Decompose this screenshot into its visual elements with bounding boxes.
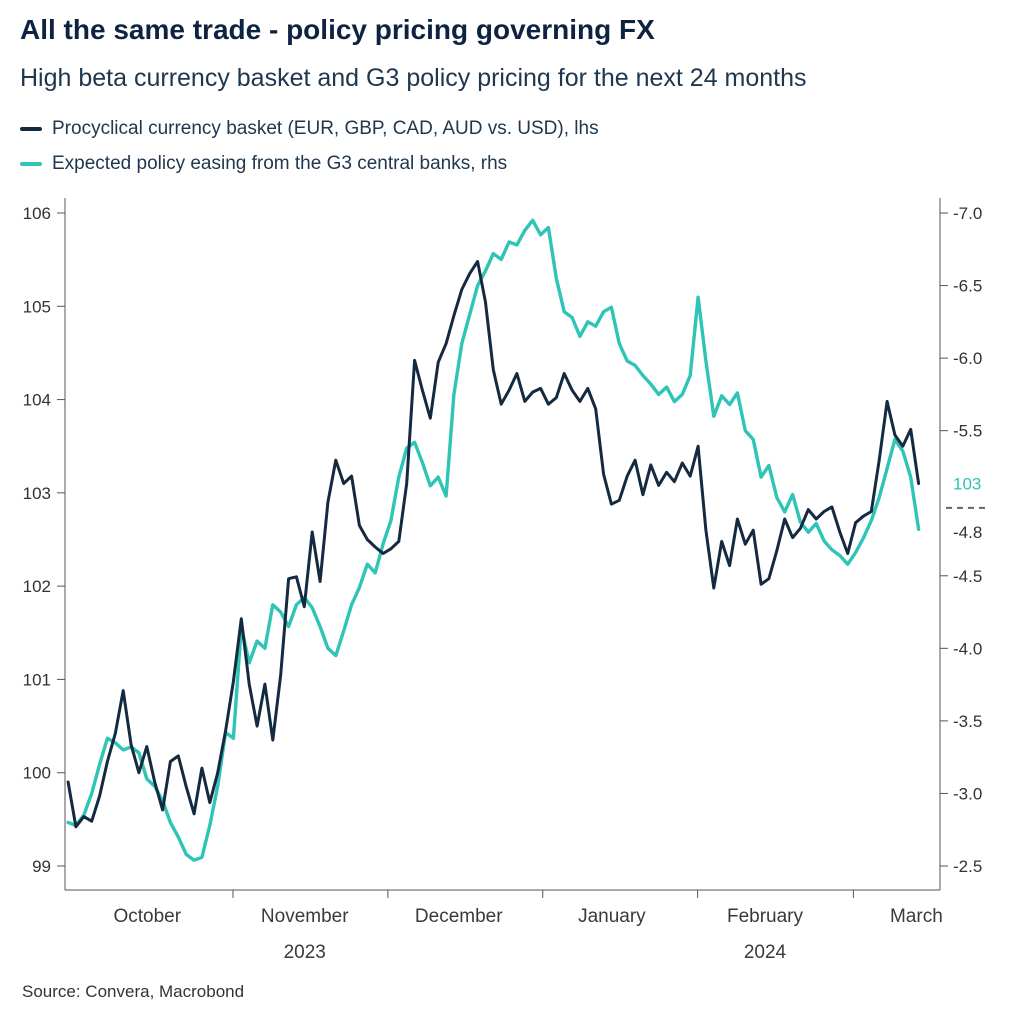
latest-value-label: -4.8: [953, 523, 982, 542]
year-label: 2023: [284, 942, 326, 963]
legend-label-g3-easing: Expected policy easing from the G3 centr…: [52, 153, 508, 174]
series-line-g3-easing: [66, 218, 921, 862]
rhs-tick-label: -3.5: [953, 712, 982, 731]
latest-value-label: 103: [953, 475, 981, 494]
month-label: January: [578, 906, 646, 927]
lhs-tick-label: 105: [23, 297, 51, 316]
month-label: March: [890, 906, 943, 927]
lhs-tick-label: 103: [23, 484, 51, 503]
rhs-tick-label: -3.0: [953, 784, 982, 803]
page-subtitle: High beta currency basket and G3 policy …: [20, 64, 807, 92]
month-label: October: [113, 906, 181, 927]
month-label: December: [415, 906, 503, 927]
rhs-tick-label: -7.0: [953, 204, 982, 223]
lhs-tick-label: 101: [23, 670, 51, 689]
legend: Procyclical currency basket (EUR, GBP, C…: [20, 118, 599, 188]
page-title: All the same trade - policy pricing gove…: [20, 14, 655, 45]
rhs-tick-label: -6.0: [953, 349, 982, 368]
series-line-procyclical-basket: [66, 260, 921, 829]
legend-item-g3-easing: Expected policy easing from the G3 centr…: [20, 153, 599, 175]
legend-label-procyclical-basket: Procyclical currency basket (EUR, GBP, C…: [52, 118, 599, 139]
lhs-tick-label: 99: [32, 857, 51, 876]
lhs-tick-label: 102: [23, 577, 51, 596]
lhs-tick-label: 106: [23, 204, 51, 223]
source-note: Source: Convera, Macrobond: [22, 982, 245, 1001]
rhs-tick-label: -6.5: [953, 277, 982, 296]
rhs-tick-label: -4.0: [953, 639, 982, 658]
month-label: February: [727, 906, 804, 927]
lhs-tick-label: 100: [23, 764, 51, 783]
rhs-tick-label: -4.5: [953, 567, 982, 586]
legend-swatch-navy-icon: [20, 127, 42, 131]
rhs-tick-label: -2.5: [953, 857, 982, 876]
lhs-tick-label: 104: [23, 391, 51, 410]
rhs-tick-label: -5.5: [953, 422, 982, 441]
month-label: November: [261, 906, 349, 927]
year-label: 2024: [744, 942, 787, 963]
legend-swatch-teal-icon: [20, 162, 42, 166]
legend-item-procyclical-basket: Procyclical currency basket (EUR, GBP, C…: [20, 118, 599, 140]
